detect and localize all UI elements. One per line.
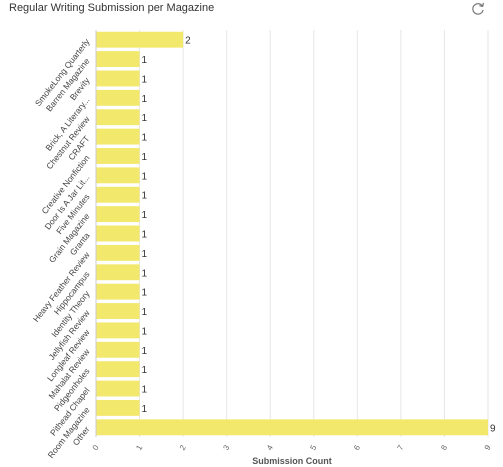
- data-label: 1: [142, 210, 148, 221]
- bar: [96, 361, 140, 378]
- refresh-icon[interactable]: [469, 0, 487, 18]
- data-label: 1: [142, 288, 148, 299]
- x-tick-label: 0: [91, 443, 101, 452]
- data-label: 1: [142, 385, 148, 396]
- bar: [96, 186, 140, 203]
- bar: [96, 283, 140, 300]
- bar: [96, 70, 140, 87]
- data-label: 1: [142, 326, 148, 337]
- bar: [96, 399, 140, 416]
- x-tick-label: 8: [439, 443, 449, 452]
- data-label: 1: [142, 191, 148, 202]
- bar: [96, 51, 140, 68]
- bar: [96, 128, 140, 145]
- bar: [96, 244, 140, 261]
- x-tick-label: 7: [396, 443, 406, 452]
- x-tick-label: 5: [308, 443, 318, 452]
- bar: [96, 89, 140, 106]
- chart-title: Regular Writing Submission per Magazine: [9, 2, 215, 14]
- data-label: 1: [142, 94, 148, 105]
- bar: [96, 380, 140, 397]
- data-label: 1: [142, 268, 148, 279]
- data-label: 2: [185, 36, 191, 47]
- data-label: 1: [142, 152, 148, 163]
- data-label: 1: [142, 113, 148, 124]
- x-tick-label: 4: [265, 443, 275, 452]
- x-tick-label: 2: [178, 443, 188, 452]
- data-label: 1: [142, 249, 148, 260]
- bar: [96, 148, 140, 164]
- bar: [96, 264, 140, 281]
- bar: [96, 419, 488, 436]
- data-label: 1: [142, 404, 148, 415]
- bar: [96, 109, 140, 126]
- bar: [96, 322, 140, 339]
- x-tick-label: 1: [134, 443, 144, 452]
- bar: [96, 303, 140, 319]
- data-label: 1: [142, 365, 148, 376]
- x-axis-title: Submission Count: [252, 456, 332, 466]
- data-label: 1: [142, 133, 148, 144]
- data-label: 1: [142, 55, 148, 66]
- bar: [96, 341, 140, 358]
- bar: [96, 167, 140, 184]
- x-tick-label: 6: [352, 443, 362, 452]
- bar: [96, 31, 184, 48]
- data-label: 1: [142, 307, 148, 318]
- data-label: 1: [142, 74, 148, 85]
- data-label: 1: [142, 230, 148, 241]
- x-tick-label: 9: [483, 443, 493, 452]
- data-label: 1: [142, 346, 148, 357]
- data-label: 1: [142, 171, 148, 182]
- bar: [96, 206, 140, 223]
- x-tick-label: 3: [221, 443, 231, 452]
- data-label: 9: [490, 423, 496, 434]
- bar: [96, 225, 140, 242]
